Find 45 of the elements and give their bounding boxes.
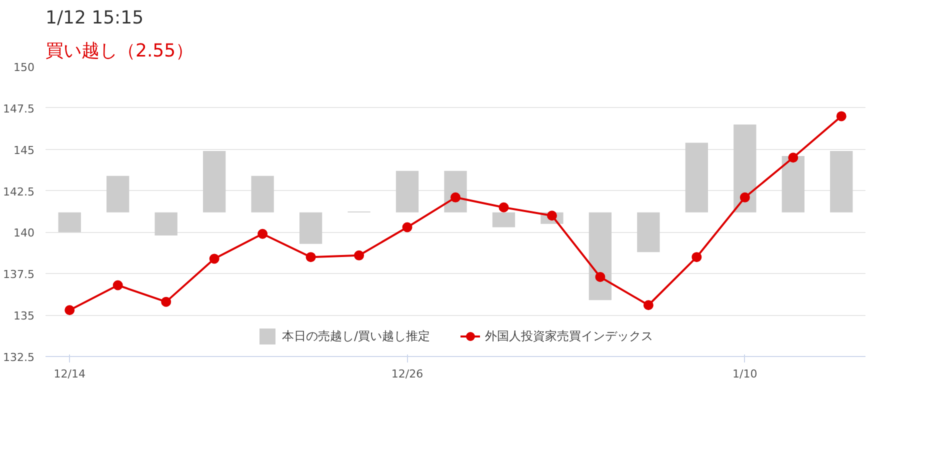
point (692, 252, 702, 262)
bar (106, 176, 130, 212)
x-tick-label: 12/26 (391, 368, 424, 380)
point (740, 192, 750, 202)
bar (734, 124, 756, 212)
chart-subtitle: 買い越し（2.55） (46, 40, 194, 62)
point (498, 202, 509, 212)
legend-label: 外国人投資家売買インデックス (485, 328, 654, 344)
bar (588, 212, 612, 300)
point (64, 305, 75, 316)
bar (154, 212, 178, 236)
point (450, 192, 460, 202)
y-tick-label: 150 (14, 61, 35, 74)
point (258, 228, 268, 239)
bar (251, 176, 274, 212)
legend-label: 本日の売越し/買い越し推定 (282, 328, 430, 344)
point (161, 296, 172, 307)
bar (299, 212, 322, 244)
y-tick-label: 132.5 (3, 351, 35, 364)
bar (637, 212, 660, 252)
bar (492, 212, 516, 228)
bar (202, 151, 226, 212)
point (209, 254, 220, 264)
y-tick-label: 135 (14, 310, 35, 323)
chart-title: 1/12 15:15 (46, 8, 144, 28)
y-tick-label: 137.5 (3, 268, 35, 282)
point (788, 152, 798, 163)
point (354, 250, 364, 260)
x-tick-label: 1/10 (732, 368, 758, 380)
bar (685, 142, 708, 212)
point (112, 280, 123, 290)
bar (58, 212, 81, 232)
point (402, 222, 412, 232)
bar (782, 156, 804, 212)
point (836, 111, 846, 122)
y-tick-label: 147.5 (3, 102, 35, 116)
point (595, 272, 606, 282)
bar (830, 151, 853, 212)
y-tick-label: 140 (14, 226, 35, 240)
point (643, 300, 654, 310)
y-tick-label: 142.5 (3, 185, 35, 198)
x-tick-label: 12/14 (54, 368, 86, 380)
y-tick-label: 145 (14, 144, 35, 157)
point (306, 252, 316, 262)
bar (396, 170, 419, 212)
